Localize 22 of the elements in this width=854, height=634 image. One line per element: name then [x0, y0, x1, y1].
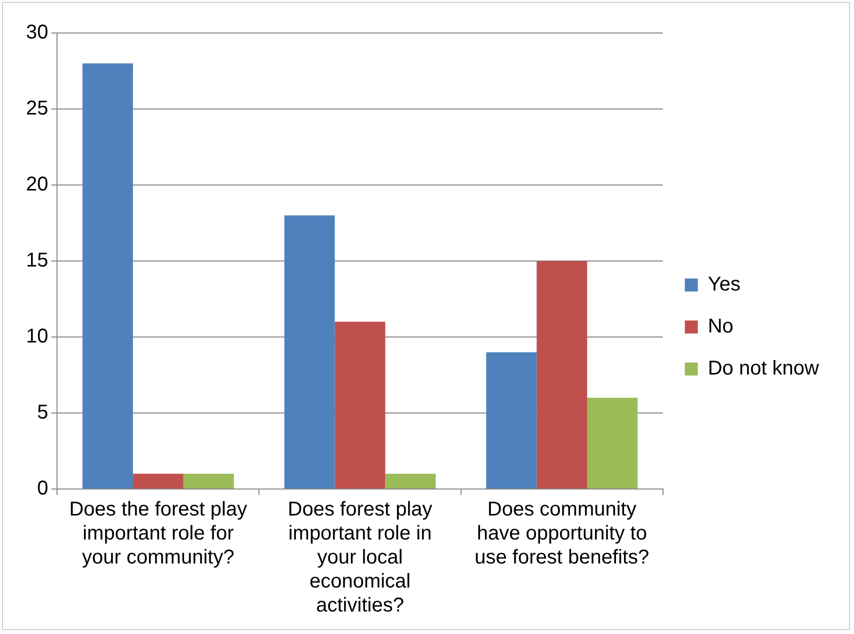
bar [587, 398, 638, 488]
bar [334, 322, 386, 488]
legend-label: No [708, 316, 734, 338]
y-tick-label: 15 [26, 250, 48, 272]
bar [183, 474, 234, 488]
x-tick-label: Does community have opportunity to use forest benefits? [474, 498, 650, 569]
bar [82, 63, 133, 488]
y-tick-label: 10 [26, 326, 48, 348]
legend-label: Do not know [708, 358, 820, 380]
y-tick-label: 0 [37, 478, 48, 500]
bar [132, 474, 184, 488]
y-tick-label: 30 [26, 22, 48, 44]
legend-label: Yes [708, 274, 740, 296]
bar [486, 352, 537, 488]
x-tick-label: Does forest play important role in your local economical activities? [288, 498, 432, 617]
y-tick-label: 5 [37, 402, 48, 424]
bar [536, 261, 588, 488]
bar [385, 474, 436, 488]
y-tick-label: 20 [26, 174, 48, 196]
bar [284, 215, 335, 488]
y-tick-label: 25 [26, 98, 48, 120]
x-tick-label: Does the forest play important role for your community? [69, 498, 248, 569]
